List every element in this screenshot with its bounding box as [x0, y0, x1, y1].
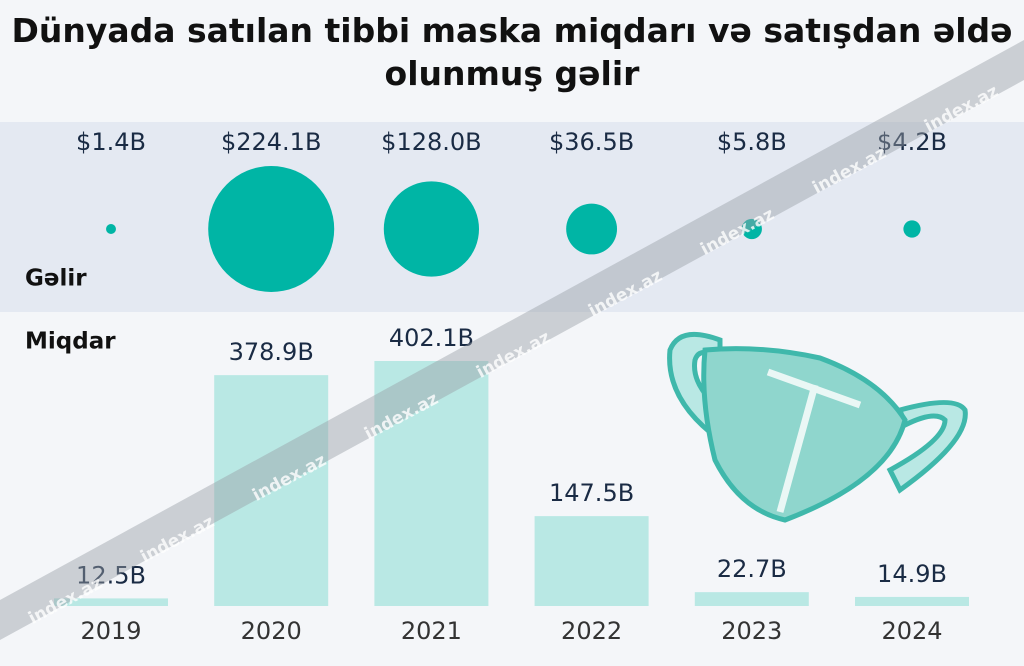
bubble — [903, 220, 921, 238]
value-label: $4.2B — [877, 128, 947, 156]
chart-title: Dünyada satılan tibbi maska miqdarı və s… — [11, 11, 1013, 93]
mask-illustration — [667, 331, 968, 523]
bubble — [106, 224, 116, 234]
value-label: 402.1B — [389, 324, 474, 352]
bubble-band — [0, 122, 1024, 312]
bubble — [741, 218, 762, 240]
value-label: 22.7B — [717, 555, 787, 583]
x-tick-label: 2022 — [561, 617, 622, 645]
value-label: $5.8B — [717, 128, 787, 156]
bubble — [566, 203, 618, 255]
x-tick-label: 2020 — [241, 617, 302, 645]
x-tick-label: 2021 — [401, 617, 462, 645]
bar — [534, 516, 649, 606]
bar — [855, 596, 969, 606]
watermark: index.azindex.azindex.azindex.azindex.az… — [0, 40, 1024, 640]
section-label: Miqdar — [25, 329, 116, 355]
x-tick-label: 2023 — [721, 617, 782, 645]
marks: $1.4B $224.1B $128.0B $36.5B $5.8B $4.2B 12.5B… — [54, 128, 969, 645]
x-tick-label: 2024 — [881, 617, 942, 645]
value-label: $224.1B — [221, 128, 321, 156]
value-label: 378.9B — [229, 338, 314, 366]
value-label: $1.4B — [76, 128, 146, 156]
value-label: 14.9B — [877, 560, 947, 588]
value-label: $128.0B — [381, 128, 481, 156]
value-label: 12.5B — [76, 561, 146, 589]
value-label: 147.5B — [549, 479, 634, 507]
value-label: $36.5B — [549, 128, 634, 156]
bar — [694, 592, 809, 606]
bar — [214, 375, 329, 606]
bubble — [383, 181, 480, 277]
bar — [374, 361, 489, 606]
bar — [54, 598, 168, 606]
x-tick-label: 2019 — [80, 617, 141, 645]
section-label: Gəlir — [25, 266, 87, 292]
bubble — [208, 166, 335, 292]
